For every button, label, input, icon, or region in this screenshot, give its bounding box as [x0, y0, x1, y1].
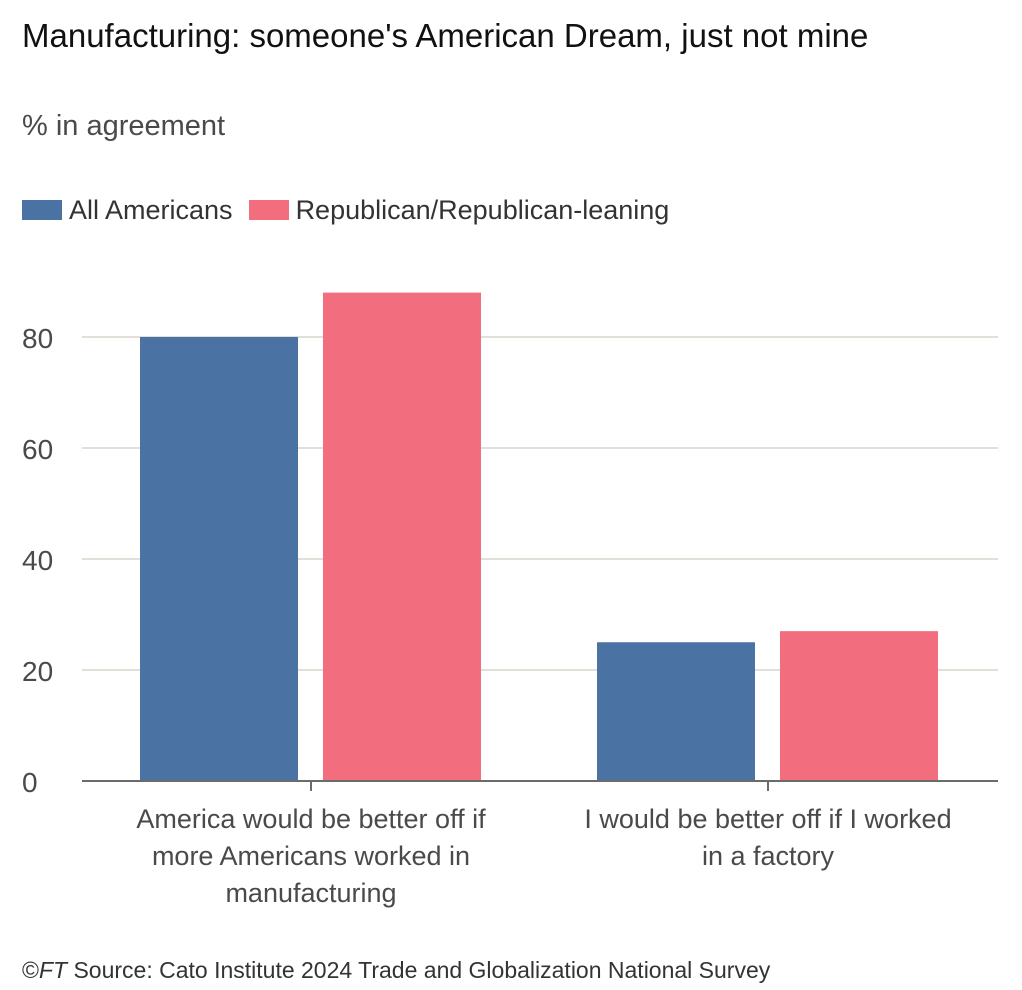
- y-tick-label-20: 20: [22, 656, 53, 687]
- bar-all-americans-2: [597, 642, 755, 781]
- legend-label-republican: Republican/Republican-leaning: [295, 194, 670, 225]
- chart-title: Manufacturing: someone's American Dream,…: [22, 17, 869, 54]
- x-category-label-2-line-2: in a factory: [702, 841, 835, 871]
- y-tick-label-0: 0: [22, 767, 38, 798]
- labels: 0 20 40 60 80 America would be better off if m…: [22, 323, 952, 908]
- ft-brand: FT: [38, 957, 68, 983]
- bar-all-americans-1: [140, 337, 298, 781]
- chart-subtitle: % in agreement: [22, 110, 226, 142]
- x-category-label-1-line-3: manufacturing: [225, 878, 396, 908]
- bar-republican-1: [323, 292, 481, 781]
- source-note: ©FT Source: Cato Institute 2024 Trade an…: [22, 954, 770, 986]
- bar-chart: 0 20 40 60 80 America would be better off if m…: [22, 292, 998, 908]
- copyright-symbol: ©: [22, 957, 39, 983]
- y-tick-label-80: 80: [22, 323, 53, 354]
- legend-item-republican: Republican/Republican-leaning: [248, 194, 670, 226]
- y-tick-label-40: 40: [22, 545, 53, 576]
- legend-swatch-all-americans: [22, 200, 62, 220]
- x-category-label-1-line-2: more Americans worked in: [152, 841, 470, 871]
- axes: [82, 780, 998, 791]
- bars: [140, 292, 938, 781]
- x-category-label-1-line-1: America would be better off if: [136, 804, 486, 834]
- x-category-label-2-line-1: I would be better off if I worked: [584, 804, 951, 834]
- source-text: Source: Cato Institute 2024 Trade and Gl…: [67, 957, 771, 983]
- legend-swatch-republican: [248, 200, 289, 220]
- legend: All Americans Republican/Republican-lean…: [22, 191, 685, 229]
- y-tick-label-60: 60: [22, 434, 53, 465]
- legend-label-all-americans: All Americans: [69, 194, 233, 225]
- bar-republican-2: [780, 631, 938, 781]
- legend-item-all-americans: All Americans: [22, 195, 233, 226]
